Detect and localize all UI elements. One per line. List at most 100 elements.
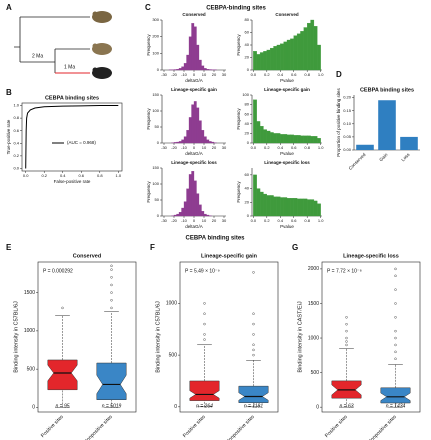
bar: [400, 136, 418, 150]
histogram-bar: [310, 19, 315, 71]
chart-title: Conserved: [182, 12, 206, 17]
histogram-bar: [191, 23, 195, 71]
panel-a: A 2 Ma 1 Ma: [6, 3, 112, 79]
y-tick-label: 500: [27, 366, 36, 372]
y-tick-label: 0: [32, 405, 35, 411]
histogram-bar: [253, 51, 257, 71]
y-tick-label: 80: [245, 102, 250, 107]
histogram-bar: [173, 142, 177, 144]
x-tick-label: 0.6: [291, 145, 297, 150]
histogram-bar: [206, 139, 210, 144]
outlier: [345, 323, 348, 326]
x-tick-label: 0.4: [277, 145, 283, 150]
y-tick-label: 0.10: [343, 121, 352, 126]
histogram-bar: [253, 174, 257, 217]
histogram-bar: [196, 193, 200, 217]
histogram-bar: [203, 213, 207, 217]
box-body: [238, 385, 269, 403]
y-tick-label: 0.00: [343, 147, 352, 152]
x-tick-label: -10: [181, 72, 188, 77]
y-tick-label: 0.20: [343, 95, 352, 100]
y-tick-label: 0.0: [13, 166, 19, 171]
y-tick-label: 1000: [24, 328, 35, 334]
n-label: n = 95: [55, 403, 69, 409]
outlier: [252, 343, 255, 346]
histogram-bar: [286, 134, 291, 144]
y-tick-label: 40: [245, 121, 250, 126]
histogram-bar: [183, 201, 187, 217]
outlier: [394, 274, 397, 278]
outlier: [345, 316, 348, 319]
y-tick-label: 60: [245, 30, 250, 35]
histogram-bar: [313, 200, 318, 217]
outlier: [394, 343, 397, 347]
histogram-bar: [191, 104, 195, 144]
y-tick-label: 150: [152, 165, 159, 170]
y-axis-label: Proportion of positive binding sites: [336, 87, 341, 156]
n-label: n = 63: [339, 403, 353, 409]
outlier: [394, 336, 397, 340]
x-tick-label: -20: [171, 218, 178, 223]
y-axis-label: Frequency: [236, 108, 241, 130]
histogram-bar: [173, 69, 177, 71]
panel-label: F: [150, 243, 155, 252]
panel-title: CEBPA-binding sites: [206, 6, 266, 12]
chart-title: Lineage-specific gain: [201, 253, 258, 259]
outlier: [110, 268, 113, 271]
x-axis-label: deltaG/A: [185, 78, 203, 83]
y-tick-label: 60: [245, 111, 250, 116]
y-tick-label: 500: [169, 352, 178, 358]
x-tick-label: 1.0: [318, 145, 324, 150]
histogram-bar: [317, 138, 321, 144]
chart-title: Conserved: [73, 253, 101, 259]
x-tick-label: 0.4: [277, 72, 283, 77]
chart-title: Lineage-specific gain: [264, 87, 310, 92]
histogram-bar: [176, 69, 180, 71]
bar: [378, 100, 396, 150]
chart-title: CEBPA binding sites: [45, 95, 99, 101]
histogram-bar: [196, 44, 200, 71]
y-tick-label: 0.15: [343, 108, 352, 113]
x-axis-label: deltaG/A: [185, 151, 203, 156]
y-tick-label: 60: [245, 172, 250, 177]
chart-title: Lineage-specific loss: [171, 160, 217, 165]
x-tick-label: 0.6: [291, 218, 297, 223]
x-tick-label: 0.8: [304, 72, 310, 77]
x-tick-label: Positive sites: [324, 414, 349, 439]
panel-title: CEBPA binding sites: [185, 236, 245, 242]
y-tick-label: 0.4: [13, 140, 19, 145]
legend-label: (AUC = 0.968): [67, 140, 96, 145]
x-tick-label: -20: [171, 145, 178, 150]
x-tick-label: -10: [181, 218, 188, 223]
y-tick-label: 0: [316, 404, 319, 410]
histogram-bar: [266, 130, 271, 144]
histogram-bar: [186, 54, 190, 71]
x-tick-label: -10: [181, 145, 188, 150]
y-tick-label: 20: [245, 130, 250, 135]
y-tick-label: 50: [155, 197, 160, 202]
histogram-bar: [211, 141, 215, 144]
histogram-bar: [317, 44, 321, 71]
p-value-annotation: P = 0.000292: [43, 268, 73, 274]
x-tick-label: 30: [222, 218, 227, 223]
y-axis-label: Frequency: [146, 34, 151, 56]
y-tick-label: 0: [157, 67, 160, 72]
outlier: [252, 322, 255, 326]
histogram-bar: [290, 134, 294, 144]
histogram-bar: [186, 130, 190, 144]
panel-label: G: [292, 243, 298, 252]
x-axis-label: Pvalue: [280, 151, 294, 156]
x-tick-label: 0.4: [60, 173, 66, 178]
panel-label: B: [6, 88, 12, 97]
histogram-bar: [283, 197, 288, 217]
histogram-bar: [300, 198, 304, 217]
histogram-bar: [201, 65, 205, 71]
histogram-bar: [206, 214, 210, 217]
outlier: [345, 340, 348, 343]
histogram-bar: [317, 203, 321, 217]
chart-title: CEBPA binding sites: [360, 87, 414, 93]
y-tick-label: 0.2: [13, 153, 19, 158]
histogram-bar: [178, 68, 182, 71]
x-tick-label: 1.0: [116, 173, 122, 178]
outlier: [394, 350, 397, 354]
